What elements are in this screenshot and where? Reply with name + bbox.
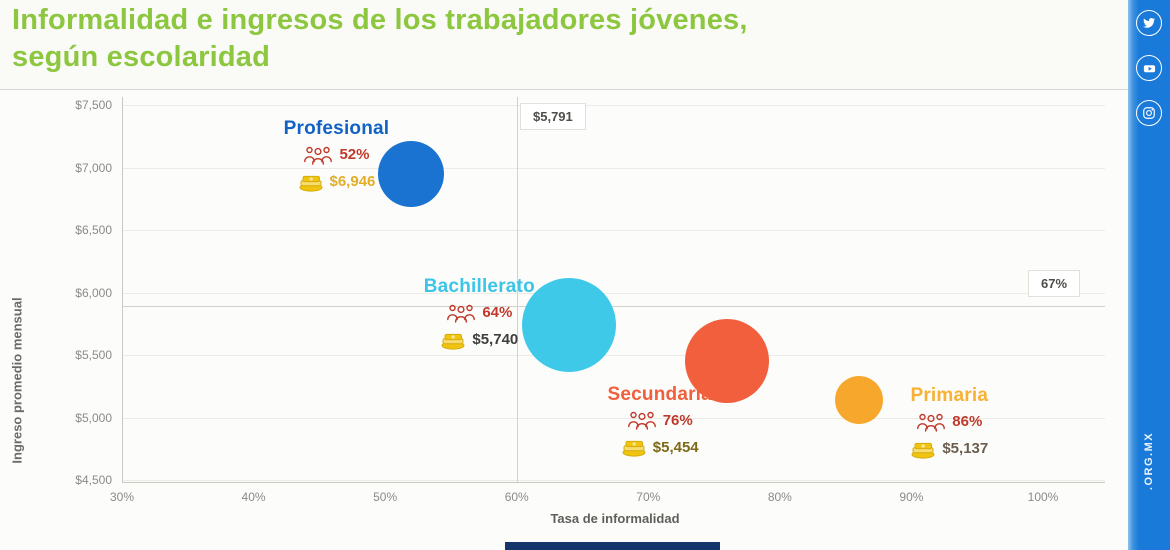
- series-name-label: Primaria: [910, 385, 989, 407]
- series-name-label: Profesional: [283, 118, 390, 140]
- y-axis-tick-label: $6,000: [75, 285, 112, 300]
- people-group-icon: [627, 412, 656, 430]
- y-axis-tick-label: $7,000: [75, 160, 112, 175]
- gridline-horizontal: [122, 292, 1105, 294]
- x-axis-title: Tasa de informalidad: [550, 511, 680, 526]
- money-stack-icon: [299, 175, 322, 192]
- annotation-profesional: Profesional 52% $6,946: [261, 117, 411, 195]
- income-value: $5,740: [472, 331, 519, 348]
- x-axis-tick-label: 40%: [241, 490, 266, 504]
- y-axis-tick-label: $5,000: [75, 410, 112, 425]
- y-axis-tick-label: $5,500: [75, 348, 112, 362]
- annotation-primaria: Primaria 86% $5,137: [887, 384, 1012, 462]
- reference-label-informality-average: 67%: [1028, 270, 1081, 297]
- reference-label-income-average: $5,791: [520, 103, 586, 130]
- informality-row: 76%: [592, 407, 727, 434]
- people-group-icon: [917, 413, 946, 432]
- twitter-bird-glyph: [1143, 18, 1156, 28]
- money-stack-icon: [441, 333, 465, 350]
- annotation-bachillerato: Bachillerato 64% $5,740: [404, 275, 554, 353]
- income-value: $6,946: [329, 173, 376, 191]
- annotation-secundaria: Secundaria 76% $5,454: [592, 383, 727, 461]
- informality-row: 86%: [887, 408, 1012, 435]
- page-title-line2: según escolaridad: [12, 41, 271, 74]
- instagram-icon[interactable]: [1136, 100, 1162, 126]
- income-row: $5,454: [592, 434, 727, 461]
- gridline-horizontal: [122, 167, 1105, 169]
- website-watermark: .ORG.MX: [1143, 431, 1155, 491]
- money-stack-icon: [622, 441, 646, 457]
- bubble-bachillerato[interactable]: [522, 278, 617, 372]
- informality-value: 64%: [482, 304, 513, 321]
- income-row: $6,946: [261, 168, 411, 195]
- x-axis-tick-label: 60%: [504, 490, 529, 504]
- informality-value: 86%: [952, 413, 983, 431]
- series-name-label: Bachillerato: [423, 276, 535, 297]
- youtube-play-glyph: [1143, 64, 1155, 72]
- horizontal-reference-line: [122, 305, 1105, 307]
- youtube-icon[interactable]: [1136, 55, 1162, 81]
- instagram-camera-glyph: [1143, 107, 1155, 119]
- people-group-icon: [304, 146, 333, 165]
- vertical-reference-line: [516, 97, 518, 482]
- informality-row: 64%: [404, 299, 554, 326]
- y-axis-tick-label: $4,500: [75, 473, 112, 487]
- y-axis-title: Ingreso promedio mensual: [9, 297, 25, 464]
- y-axis-tick-label: $6,500: [75, 223, 112, 237]
- y-axis-line: [122, 97, 123, 482]
- x-axis-tick-label: 50%: [373, 490, 398, 504]
- bubble-profesional[interactable]: [378, 141, 445, 208]
- x-axis-line: [122, 482, 1105, 483]
- title-divider: [0, 89, 1128, 90]
- informality-row: 52%: [261, 141, 411, 168]
- bubble-secundaria[interactable]: [685, 318, 770, 403]
- x-axis-tick-label: 80%: [767, 490, 792, 504]
- bubble-chart: $7,500 $7,000 $6,500 $6,000 $5,500 $5,000 $4,5…: [0, 90, 1128, 550]
- income-value: $5,137: [942, 440, 989, 458]
- people-group-icon: [447, 304, 476, 323]
- x-axis-tick-label: 70%: [636, 490, 661, 504]
- page-title: Informalidad e ingresos de los trabajado…: [12, 2, 1112, 76]
- social-sidebar: .ORG.MX: [1128, 0, 1170, 550]
- income-value: $5,454: [652, 438, 699, 456]
- x-axis-tick-label: 100%: [1027, 490, 1059, 504]
- gridline-horizontal: [122, 355, 1105, 356]
- informality-value: 52%: [339, 146, 370, 164]
- x-axis-tick-label: 90%: [899, 490, 924, 504]
- bubble-primaria[interactable]: [834, 376, 883, 425]
- gridline-horizontal: [122, 230, 1105, 231]
- x-axis-tick-label: 30%: [109, 490, 135, 504]
- footer-strip: [505, 542, 720, 550]
- gridline-horizontal: [122, 480, 1105, 481]
- informality-value: 76%: [662, 411, 693, 429]
- gridline-horizontal: [122, 417, 1105, 419]
- y-axis-tick-label: $7,500: [75, 98, 112, 112]
- money-stack-icon: [911, 442, 935, 459]
- twitter-icon[interactable]: [1136, 10, 1162, 36]
- gridline-horizontal: [122, 105, 1105, 106]
- page-title-line1: Informalidad e ingresos de los trabajado…: [12, 4, 748, 36]
- income-row: $5,740: [404, 326, 554, 353]
- income-row: $5,137: [887, 435, 1012, 462]
- series-name-label: Secundaria: [607, 383, 712, 405]
